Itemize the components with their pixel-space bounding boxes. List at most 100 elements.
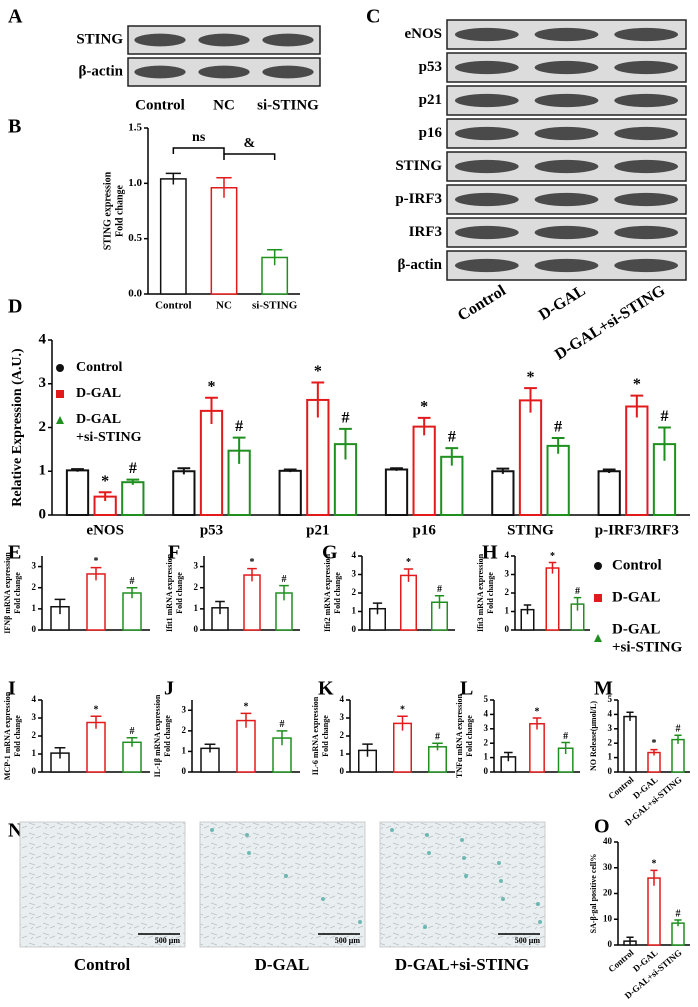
error-bar xyxy=(311,381,325,418)
bar xyxy=(491,470,515,516)
legend-label: +si-STING xyxy=(76,430,142,445)
lane-label: NC xyxy=(213,97,235,113)
blot-band xyxy=(614,225,679,240)
stain xyxy=(460,838,464,842)
y-tick-label: 5 xyxy=(484,694,489,704)
bar xyxy=(159,178,187,295)
blot-row-label: STING xyxy=(76,31,123,47)
y-tick-label: 2 xyxy=(39,419,47,435)
blot-band xyxy=(134,33,186,47)
x-tick-label: p-IRF3/IRF3 xyxy=(595,522,679,538)
bracket-label: & xyxy=(243,136,255,151)
bar xyxy=(671,738,685,773)
y-axis-label: Fold change xyxy=(114,184,125,237)
y-tick-label: 4 xyxy=(608,708,613,718)
legend-label: +si-STING xyxy=(612,639,683,655)
bar xyxy=(121,481,145,516)
error-bar xyxy=(397,715,408,731)
error-bar xyxy=(232,436,246,464)
legend-label: Control xyxy=(76,360,123,375)
blot-band xyxy=(454,93,519,108)
stain xyxy=(499,879,503,883)
bar xyxy=(384,468,409,516)
blot-band xyxy=(454,192,519,207)
error-bar xyxy=(98,491,112,501)
error-bar xyxy=(445,447,459,466)
panel-letter: O xyxy=(594,816,610,838)
y-tick-label: 0 xyxy=(484,766,489,776)
error-bar xyxy=(674,919,682,927)
y-tick-label: 0 xyxy=(608,766,613,776)
bar xyxy=(393,722,412,773)
bar xyxy=(172,470,196,516)
panel-letter: C xyxy=(366,6,380,28)
legend-label: D-GAL xyxy=(612,589,660,605)
lane-label: si-STING xyxy=(257,97,319,113)
significance-mark: * xyxy=(420,399,428,416)
blot-band xyxy=(614,27,679,42)
y-axis-label: IFNβ mRNA expression xyxy=(3,552,12,634)
y-tick-label: 5 xyxy=(608,694,613,704)
error-bar xyxy=(626,936,634,945)
error-bar xyxy=(205,396,218,424)
blot-band xyxy=(534,159,599,174)
error-bar xyxy=(390,467,403,471)
error-bar xyxy=(650,869,658,886)
y-tick-label: 1 xyxy=(608,752,613,762)
panel-letter: J xyxy=(164,678,174,700)
legend-label: D-GAL xyxy=(76,412,121,427)
stain xyxy=(497,861,501,865)
y-tick-label: 0 xyxy=(608,939,613,949)
y-axis-label: Fold change xyxy=(13,572,22,614)
y-tick-label: 3 xyxy=(32,712,37,722)
significance-mark: * xyxy=(250,557,255,568)
significance-mark: * xyxy=(652,859,657,870)
significance-mark: # xyxy=(575,586,580,597)
micrograph-label: Control xyxy=(74,955,131,974)
y-axis-label: Ifit2 mRNA expression xyxy=(323,553,332,632)
x-tick-label: Control xyxy=(606,947,636,974)
significance-mark: # xyxy=(235,418,243,435)
significance-mark: # xyxy=(341,409,349,426)
stain xyxy=(284,874,288,878)
x-tick-label: p16 xyxy=(412,522,436,538)
bar xyxy=(243,574,261,631)
error-bar xyxy=(403,568,414,582)
y-tick-label: 3 xyxy=(340,712,345,722)
scale-bar-label: 500 μm xyxy=(515,936,541,945)
blot-row-label: STING xyxy=(395,158,442,174)
scale-bar-label: 500 μm xyxy=(155,936,181,945)
micrograph xyxy=(199,821,366,948)
significance-mark: # xyxy=(435,731,440,742)
bracket xyxy=(172,147,225,154)
error-bar xyxy=(551,437,565,454)
stain xyxy=(423,925,427,929)
blot-band xyxy=(614,192,679,207)
blot-row-label: p21 xyxy=(419,92,442,108)
blot-band xyxy=(534,192,599,207)
y-tick-label: 0 xyxy=(505,624,510,634)
error-bar xyxy=(561,741,570,754)
y-tick-label: 3 xyxy=(352,569,357,579)
error-bar xyxy=(165,172,181,185)
legend-marker xyxy=(56,364,64,372)
legend-marker xyxy=(594,634,602,642)
significance-mark: # xyxy=(130,726,135,737)
x-tick-label: si-STING xyxy=(252,300,298,312)
error-bar xyxy=(90,566,102,581)
panel-letter: E xyxy=(8,542,21,564)
y-tick-label: 2 xyxy=(194,582,199,592)
bar xyxy=(400,574,417,631)
stain xyxy=(210,828,214,832)
error-bar xyxy=(339,427,352,460)
error-bar xyxy=(432,742,443,751)
bar xyxy=(65,469,90,516)
significance-mark: * xyxy=(406,557,411,568)
significance-mark: * xyxy=(244,702,249,713)
error-bar xyxy=(267,248,283,266)
y-tick-label: 40 xyxy=(603,836,613,846)
stain xyxy=(464,874,468,878)
error-bar xyxy=(71,468,84,472)
blot-band xyxy=(534,258,599,273)
significance-mark: * xyxy=(208,378,216,395)
